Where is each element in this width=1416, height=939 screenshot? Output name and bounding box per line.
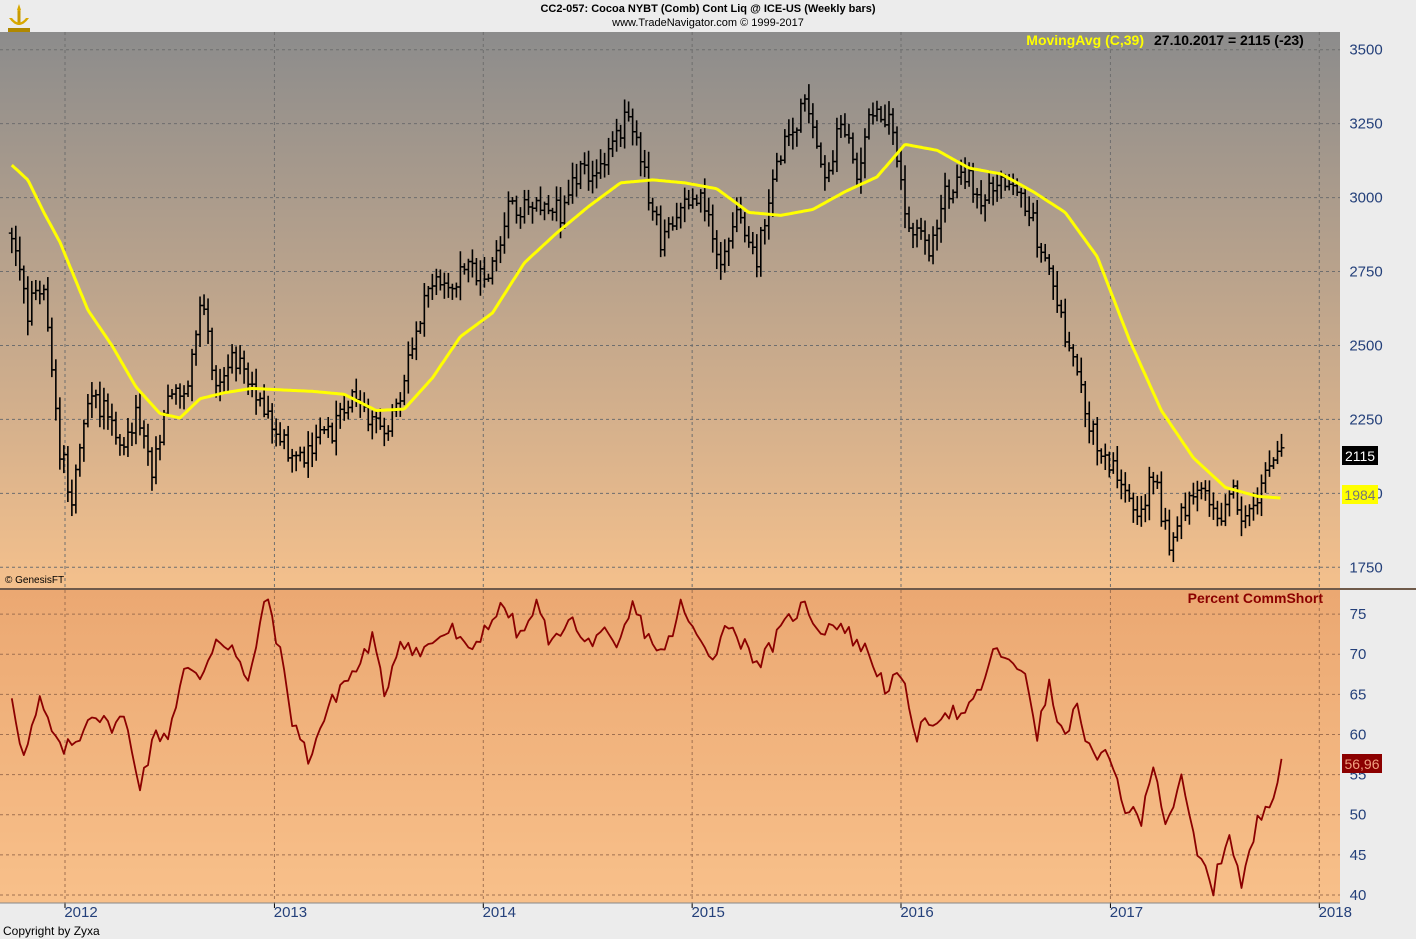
ohlc-bar xyxy=(1278,433,1285,457)
moving-average-layer xyxy=(10,143,1281,500)
price-tick-label: 1750 xyxy=(1349,559,1382,576)
price-panel-bg xyxy=(0,32,1340,588)
price-tick-label: 3250 xyxy=(1349,116,1382,133)
indicator-tick-label: 50 xyxy=(1350,807,1367,824)
price-bars xyxy=(8,84,1285,563)
indicator-name: Percent CommShort xyxy=(1188,590,1324,606)
ma-value-label: 1984 xyxy=(1344,487,1375,503)
logo-icon xyxy=(8,4,30,32)
indicator-value-badge: 56,96 xyxy=(1342,754,1382,773)
year-label: 2013 xyxy=(274,904,307,921)
year-label: 2016 xyxy=(900,904,933,921)
moving-average-line xyxy=(10,143,1281,500)
price-tick-label: 2500 xyxy=(1349,337,1382,354)
ma-legend-name: MovingAvg (C,39) xyxy=(1026,32,1144,48)
year-label: 2014 xyxy=(483,904,516,921)
ma-value-badge: 1984 xyxy=(1342,485,1378,504)
price-tick-label: 3000 xyxy=(1349,190,1382,207)
indicator-tick-label: 65 xyxy=(1350,686,1367,703)
indicator-tick-label: 75 xyxy=(1350,606,1367,623)
indicator-value-label: 56,96 xyxy=(1344,756,1379,772)
time-x-axis: 2012 2013 2014 2015 2016 2017 2018 xyxy=(0,902,1352,921)
chart-title: CC2-057: Cocoa NYBT (Comb) Cont Liq @ IC… xyxy=(540,3,876,15)
copyright: Copyright by Zyxa xyxy=(3,924,100,938)
indicator-panel-bg xyxy=(0,590,1340,903)
ma-legend-info: 27.10.2017 = 2115 (-23) xyxy=(1154,32,1304,48)
genesis-credit: © GenesisFT xyxy=(5,575,64,586)
price-tick-label: 2750 xyxy=(1349,264,1382,281)
year-label: 2018 xyxy=(1319,904,1352,921)
indicator-tick-label: 40 xyxy=(1350,887,1367,904)
year-label: 2015 xyxy=(691,904,724,921)
indicator-tick-label: 60 xyxy=(1350,726,1367,743)
year-label: 2017 xyxy=(1110,904,1143,921)
year-label: 2012 xyxy=(64,904,97,921)
last-price-label: 2115 xyxy=(1345,448,1375,464)
chart-subtitle: www.TradeNavigator.com © 1999-2017 xyxy=(612,17,804,29)
gridlines xyxy=(0,32,1340,903)
indicator-tick-label: 70 xyxy=(1350,646,1367,663)
indicator-tick-label: 45 xyxy=(1350,847,1367,864)
indicator-layer xyxy=(10,598,1283,897)
price-tick-label: 3500 xyxy=(1349,42,1382,59)
price-tick-label: 2250 xyxy=(1349,411,1382,428)
last-price-badge: 2115 xyxy=(1342,446,1378,465)
comm-short-line xyxy=(10,598,1283,897)
